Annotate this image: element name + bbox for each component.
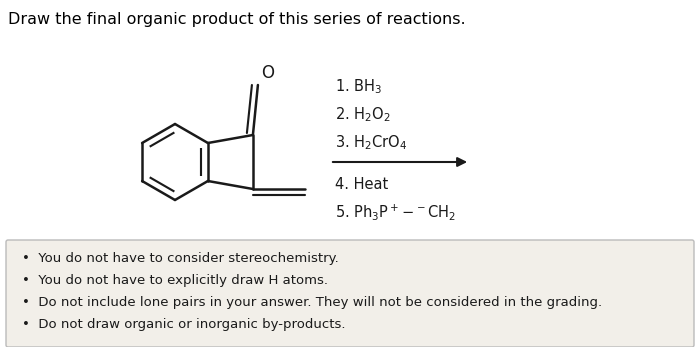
Text: 2. H$_2$O$_2$: 2. H$_2$O$_2$ xyxy=(335,105,391,124)
Text: 1. BH$_3$: 1. BH$_3$ xyxy=(335,78,382,96)
Text: 3. H$_2$CrO$_4$: 3. H$_2$CrO$_4$ xyxy=(335,134,407,152)
Text: O: O xyxy=(261,64,274,82)
Text: 5. Ph$_3$P$^+$$\!-\!$$^-$CH$_2$: 5. Ph$_3$P$^+$$\!-\!$$^-$CH$_2$ xyxy=(335,202,456,222)
FancyBboxPatch shape xyxy=(6,240,694,347)
Text: •  Do not draw organic or inorganic by-products.: • Do not draw organic or inorganic by-pr… xyxy=(22,318,346,331)
Text: Draw the final organic product of this series of reactions.: Draw the final organic product of this s… xyxy=(8,12,466,27)
Text: •  You do not have to consider stereochemistry.: • You do not have to consider stereochem… xyxy=(22,252,339,265)
Text: 4. Heat: 4. Heat xyxy=(335,177,389,192)
Text: •  You do not have to explicitly draw H atoms.: • You do not have to explicitly draw H a… xyxy=(22,274,328,287)
Text: •  Do not include lone pairs in your answer. They will not be considered in the : • Do not include lone pairs in your answ… xyxy=(22,296,602,309)
